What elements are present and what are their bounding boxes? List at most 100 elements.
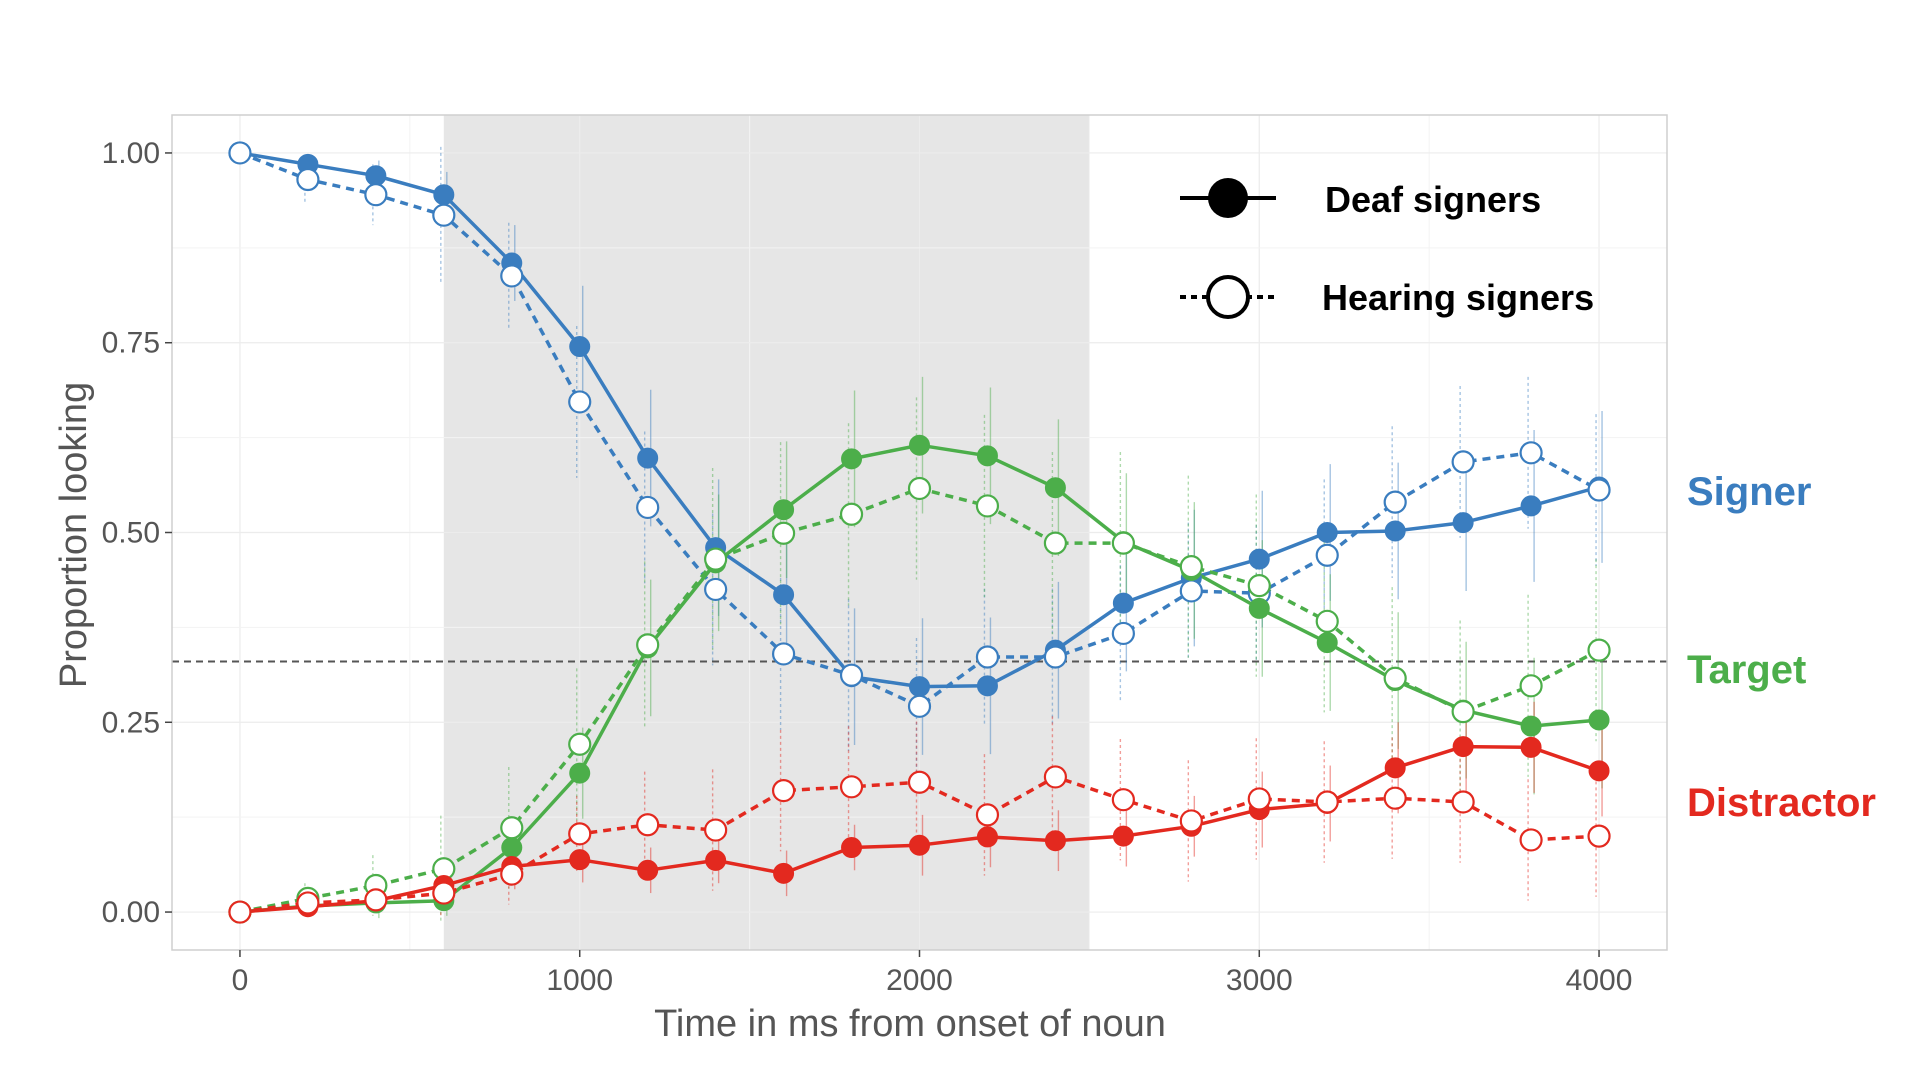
data-point-distractor-deaf-signers bbox=[637, 859, 659, 881]
data-point-distractor-hearing-signers bbox=[1587, 824, 1611, 848]
data-point-signer-hearing-signers bbox=[568, 390, 592, 414]
data-point-distractor-hearing-signers bbox=[771, 778, 796, 803]
data-point-target-hearing-signers bbox=[1179, 555, 1203, 579]
data-point-target-deaf-signers bbox=[773, 499, 795, 521]
x-tick-label: 0 bbox=[232, 964, 249, 997]
data-point-target-hearing-signers bbox=[568, 732, 592, 756]
series-label-signer: Signer bbox=[1687, 470, 1811, 514]
data-point-distractor-hearing-signers bbox=[1383, 786, 1407, 810]
data-point-signer-deaf-signers bbox=[365, 165, 387, 187]
legend-item-hearing-signers: Hearing signers bbox=[1180, 275, 1594, 319]
data-point-signer-deaf-signers bbox=[1520, 495, 1542, 517]
data-point-signer-hearing-signers bbox=[432, 203, 456, 227]
data-point-distractor-hearing-signers bbox=[636, 813, 660, 837]
x-tick-label: 2000 bbox=[886, 964, 953, 997]
data-point-target-deaf-signers bbox=[1248, 597, 1270, 619]
data-point-distractor-hearing-signers bbox=[1315, 790, 1339, 814]
data-point-target-hearing-signers bbox=[636, 633, 660, 657]
data-point-target-hearing-signers bbox=[1247, 574, 1271, 598]
data-point-signer-hearing-signers bbox=[636, 495, 660, 520]
data-point-distractor-hearing-signers bbox=[432, 881, 456, 905]
data-point-target-hearing-signers bbox=[1519, 674, 1543, 698]
data-point-signer-deaf-signers bbox=[1316, 522, 1338, 543]
data-point-target-hearing-signers bbox=[1383, 666, 1407, 690]
series-line-signer-hearing-signers bbox=[239, 151, 1600, 709]
data-point-distractor-deaf-signers bbox=[909, 834, 930, 856]
data-point-signer-deaf-signers bbox=[976, 675, 998, 697]
grid-layer bbox=[172, 115, 1667, 950]
data-point-signer-hearing-signers bbox=[500, 264, 524, 288]
data-point-signer-deaf-signers bbox=[637, 447, 659, 469]
y-tick-label: 0.50 bbox=[102, 517, 160, 550]
data-point-signer-hearing-signers bbox=[771, 642, 796, 666]
data-point-target-hearing-signers bbox=[839, 502, 864, 526]
data-point-target-hearing-signers bbox=[1315, 609, 1339, 633]
data-point-target-deaf-signers bbox=[501, 837, 523, 859]
data-point-signer-deaf-signers bbox=[1384, 520, 1406, 542]
data-point-signer-deaf-signers bbox=[569, 336, 591, 358]
data-point-distractor-hearing-signers bbox=[568, 822, 592, 846]
legend-item-deaf-signers: Deaf signers bbox=[1180, 178, 1541, 220]
data-point-signer-deaf-signers bbox=[1112, 592, 1134, 614]
data-point-target-deaf-signers bbox=[1520, 715, 1542, 737]
data-point-target-hearing-signers bbox=[500, 816, 524, 840]
data-point-distractor-deaf-signers bbox=[1588, 760, 1610, 782]
data-point-target-deaf-signers bbox=[1588, 709, 1610, 731]
data-point-distractor-hearing-signers bbox=[364, 888, 388, 912]
data-point-signer-hearing-signers bbox=[1043, 645, 1068, 669]
legend-open-marker bbox=[1206, 275, 1250, 319]
data-point-distractor-deaf-signers bbox=[1112, 825, 1134, 847]
data-point-signer-hearing-signers bbox=[1519, 441, 1543, 465]
data-point-distractor-deaf-signers bbox=[841, 837, 863, 859]
data-point-target-hearing-signers bbox=[1451, 700, 1475, 724]
data-point-signer-hearing-signers bbox=[1315, 543, 1339, 567]
data-point-signer-hearing-signers bbox=[296, 167, 320, 192]
data-point-distractor-deaf-signers bbox=[976, 826, 998, 848]
y-axis-title: Proportion looking bbox=[53, 382, 95, 688]
data-point-layer bbox=[228, 141, 1611, 924]
data-point-distractor-hearing-signers bbox=[296, 891, 320, 915]
data-point-signer-hearing-signers bbox=[1111, 621, 1135, 646]
y-tick-label: 0.25 bbox=[102, 706, 160, 739]
data-point-distractor-deaf-signers bbox=[1384, 757, 1406, 779]
data-point-distractor-hearing-signers bbox=[228, 900, 252, 924]
data-point-distractor-hearing-signers bbox=[1451, 790, 1475, 814]
data-point-target-deaf-signers bbox=[1044, 477, 1066, 499]
data-point-distractor-deaf-signers bbox=[705, 849, 727, 871]
data-point-signer-hearing-signers bbox=[1383, 490, 1407, 514]
legend-label-deaf-signers: Deaf signers bbox=[1325, 179, 1541, 220]
x-axis-title: Time in ms from onset of noun bbox=[654, 1003, 1166, 1045]
data-point-distractor-deaf-signers bbox=[773, 862, 795, 884]
data-point-target-hearing-signers bbox=[1111, 531, 1135, 555]
legend-label-hearing-signers: Hearing signers bbox=[1322, 277, 1594, 318]
data-point-distractor-hearing-signers bbox=[1179, 809, 1203, 833]
y-tick-label: 1.00 bbox=[102, 137, 160, 170]
data-point-target-hearing-signers bbox=[975, 494, 1000, 518]
data-point-signer-hearing-signers bbox=[704, 577, 728, 602]
data-point-signer-hearing-signers bbox=[364, 183, 388, 207]
data-point-signer-hearing-signers bbox=[1451, 450, 1475, 474]
data-point-signer-hearing-signers bbox=[839, 663, 864, 687]
data-point-distractor-hearing-signers bbox=[1247, 787, 1271, 811]
data-point-target-hearing-signers bbox=[907, 476, 932, 501]
data-point-signer-deaf-signers bbox=[1452, 512, 1474, 534]
data-point-distractor-deaf-signers bbox=[1452, 736, 1474, 758]
x-tick-label: 4000 bbox=[1566, 964, 1633, 997]
series-label-distractor: Distractor bbox=[1687, 781, 1876, 825]
data-point-distractor-hearing-signers bbox=[704, 818, 728, 842]
data-point-signer-hearing-signers bbox=[975, 645, 1000, 669]
data-point-distractor-hearing-signers bbox=[1111, 788, 1135, 812]
legend: Deaf signers Hearing signers bbox=[1180, 178, 1594, 319]
data-point-signer-hearing-signers bbox=[907, 694, 932, 718]
data-point-signer-hearing-signers bbox=[1587, 478, 1611, 502]
series-label-target: Target bbox=[1687, 648, 1806, 692]
data-point-target-hearing-signers bbox=[704, 547, 728, 571]
y-tick-label: 0.00 bbox=[102, 896, 160, 929]
data-point-distractor-hearing-signers bbox=[839, 775, 864, 799]
data-point-target-hearing-signers bbox=[1587, 638, 1611, 662]
data-point-target-deaf-signers bbox=[1316, 632, 1338, 654]
y-tick-label: 0.75 bbox=[102, 327, 160, 360]
data-point-target-deaf-signers bbox=[841, 448, 863, 470]
